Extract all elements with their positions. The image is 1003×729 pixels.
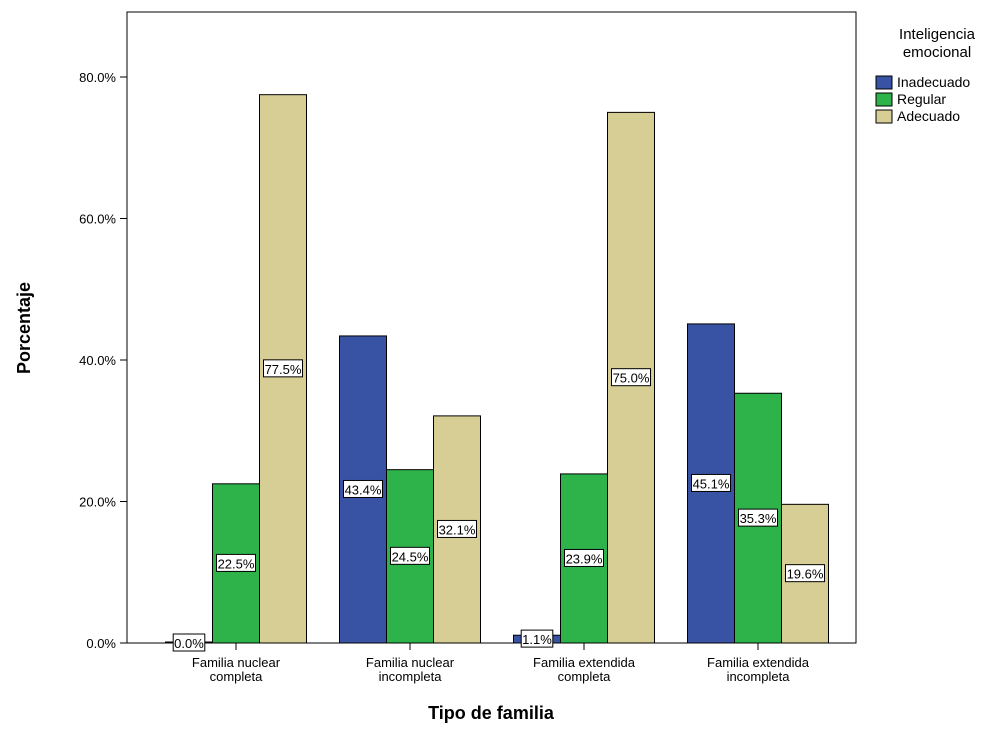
x-category-label: completa bbox=[210, 669, 264, 684]
legend-label: Inadecuado bbox=[897, 74, 970, 90]
data-label: 19.6% bbox=[787, 567, 824, 582]
x-category-label: Familia extendida bbox=[533, 655, 636, 670]
legend-title: emocional bbox=[903, 44, 971, 61]
data-label-box bbox=[216, 553, 256, 572]
data-label-box bbox=[691, 473, 731, 492]
data-label: 43.4% bbox=[345, 482, 382, 497]
x-category-label: incompleta bbox=[727, 669, 791, 684]
data-label: 0.0% bbox=[174, 636, 204, 651]
legend-swatch-adecuado bbox=[875, 109, 893, 124]
x-category-label: Familia nuclear bbox=[366, 655, 455, 670]
x-category-label: incompleta bbox=[379, 669, 443, 684]
legend-label: Adecuado bbox=[897, 108, 960, 124]
data-label-box bbox=[611, 368, 651, 387]
legend-swatch-regular bbox=[875, 92, 893, 107]
data-label: 1.1% bbox=[522, 632, 552, 647]
data-label-box bbox=[738, 508, 778, 527]
data-label-box bbox=[564, 548, 604, 567]
data-label: 75.0% bbox=[613, 371, 650, 386]
data-label-box bbox=[343, 479, 383, 498]
x-category-label: Familia extendida bbox=[707, 655, 810, 670]
data-label: 77.5% bbox=[265, 362, 302, 377]
y-axis: 0.0% 20.0% 40.0% 60.0% 80.0% bbox=[79, 70, 127, 651]
data-label: 22.5% bbox=[218, 556, 255, 571]
legend-title: Inteligencia bbox=[899, 26, 976, 43]
x-category-label: Familia nuclear bbox=[192, 655, 281, 670]
data-label: 24.5% bbox=[392, 549, 429, 564]
y-tick-label: 20.0% bbox=[79, 495, 116, 510]
y-tick-label: 60.0% bbox=[79, 212, 116, 227]
x-axis-title: Tipo de familia bbox=[428, 703, 555, 723]
data-label-box bbox=[263, 359, 303, 378]
x-category-label: completa bbox=[558, 669, 612, 684]
y-axis-title: Porcentaje bbox=[14, 282, 34, 374]
data-label: 23.9% bbox=[566, 551, 603, 566]
data-label-box bbox=[390, 546, 430, 565]
plot-frame bbox=[126, 11, 857, 644]
data-label: 45.1% bbox=[693, 476, 730, 491]
y-tick-label: 80.0% bbox=[79, 70, 116, 85]
data-label: 32.1% bbox=[439, 522, 476, 537]
legend-label: Regular bbox=[897, 91, 946, 107]
data-labels-layer: 0.0% 22.5% 77.5% 43.4% 24.5% 32.1% 1.1% 23.9% 75… bbox=[172, 359, 825, 652]
y-tick-label: 0.0% bbox=[86, 636, 116, 651]
data-label-box bbox=[172, 633, 206, 652]
y-tick-label: 40.0% bbox=[79, 353, 116, 368]
data-label-box bbox=[437, 519, 477, 538]
data-label-box bbox=[520, 629, 554, 648]
data-label-box bbox=[785, 564, 825, 583]
legend-swatch-inadecuado bbox=[875, 75, 893, 90]
data-label: 35.3% bbox=[740, 511, 777, 526]
